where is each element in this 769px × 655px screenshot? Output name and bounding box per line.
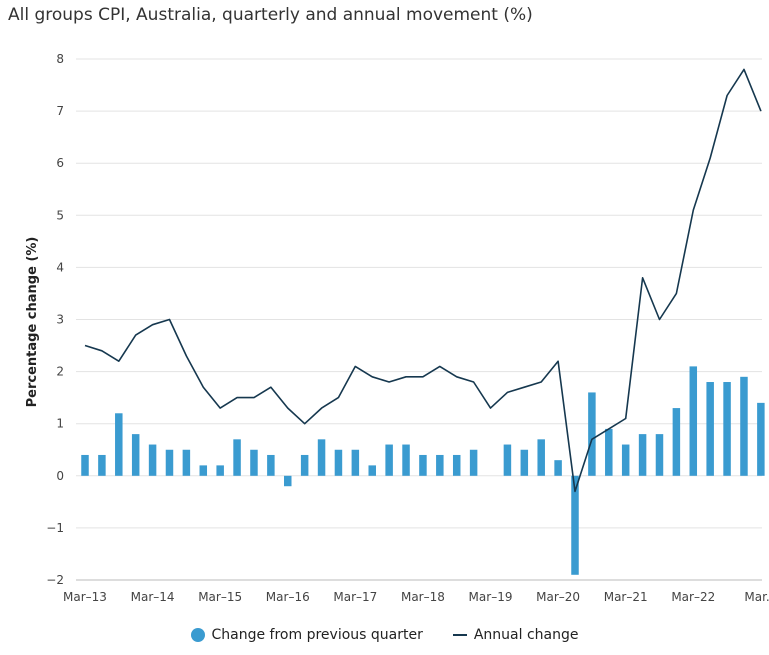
quarterly-bar[interactable]: [233, 439, 241, 476]
annual-line-group: [84, 68, 762, 493]
quarterly-bar[interactable]: [655, 434, 664, 476]
grid-lines: [76, 58, 762, 581]
legend-item-quarterly[interactable]: Change from previous quarter: [190, 627, 423, 643]
y-tick-label: 3: [56, 313, 64, 327]
legend-item-annual[interactable]: Annual change: [452, 627, 579, 643]
x-tick-label: Mar–17: [333, 590, 377, 604]
x-tick-label: Mar...: [744, 590, 769, 604]
quarterly-bar[interactable]: [571, 475, 579, 575]
quarterly-bar[interactable]: [621, 444, 630, 476]
y-tick-label: 6: [56, 156, 64, 170]
y-tick-label: 4: [56, 260, 64, 274]
quarterly-bar[interactable]: [284, 475, 292, 487]
quarterly-bar[interactable]: [165, 449, 174, 476]
quarterly-bar[interactable]: [334, 449, 343, 476]
quarterly-bar[interactable]: [689, 366, 698, 476]
y-axis-ticks: −2 −1 0 1 2 3 4 5 6 7 8: [46, 52, 64, 587]
y-tick-label: 8: [56, 52, 64, 66]
y-axis-label: Percentage change (%): [25, 237, 40, 408]
y-tick-label: 0: [56, 469, 64, 483]
y-tick-label: 7: [56, 104, 64, 118]
y-tick-label: −1: [46, 521, 64, 535]
quarterly-bars: [81, 366, 765, 575]
x-tick-label: Mar–14: [131, 590, 175, 604]
quarterly-bar[interactable]: [368, 465, 376, 476]
quarterly-bar[interactable]: [300, 454, 309, 476]
x-tick-label: Mar–19: [469, 590, 513, 604]
quarterly-bar[interactable]: [588, 392, 596, 476]
quarterly-bar[interactable]: [672, 408, 681, 476]
quarterly-bar[interactable]: [452, 454, 461, 476]
quarterly-bar[interactable]: [131, 434, 140, 476]
quarterly-bar[interactable]: [385, 444, 393, 476]
quarterly-bar[interactable]: [267, 454, 275, 476]
quarterly-bar[interactable]: [436, 454, 444, 476]
x-tick-label: Mar–22: [671, 590, 715, 604]
legend-label-quarterly: Change from previous quarter: [211, 627, 423, 643]
legend-bar-swatch: [190, 628, 205, 642]
quarterly-bar[interactable]: [605, 428, 613, 476]
x-tick-label: Mar–15: [198, 590, 242, 604]
quarterly-bar[interactable]: [216, 465, 224, 476]
quarterly-bar[interactable]: [419, 454, 427, 476]
quarterly-bar[interactable]: [115, 413, 123, 476]
legend-label-annual: Annual change: [473, 627, 579, 643]
y-tick-label: 2: [56, 365, 64, 379]
x-tick-label: Mar–16: [266, 590, 310, 604]
quarterly-bar[interactable]: [182, 449, 191, 476]
quarterly-bar[interactable]: [98, 454, 106, 476]
y-tick-label: 5: [56, 208, 64, 222]
quarterly-bar[interactable]: [469, 449, 478, 476]
quarterly-bar[interactable]: [723, 382, 731, 476]
quarterly-bar[interactable]: [81, 454, 89, 476]
quarterly-bar[interactable]: [757, 402, 765, 476]
quarterly-bar[interactable]: [317, 439, 326, 476]
x-tick-label: Mar–21: [604, 590, 648, 604]
legend-line-swatch: [452, 634, 467, 636]
y-tick-label: 1: [56, 417, 64, 431]
quarterly-bar[interactable]: [503, 444, 512, 476]
chart-title: All groups CPI, Australia, quarterly and…: [8, 5, 533, 25]
legend: Change from previous quarter Annual chan…: [0, 627, 769, 643]
x-axis-ticks: Mar–13 Mar–14 Mar–15 Mar–16 Mar–17 Mar–18 Mar–…: [63, 590, 769, 604]
quarterly-bar[interactable]: [402, 444, 410, 476]
y-tick-label: −2: [46, 573, 64, 587]
quarterly-bar[interactable]: [148, 444, 157, 476]
quarterly-bar[interactable]: [638, 434, 647, 476]
quarterly-bar[interactable]: [554, 460, 562, 476]
quarterly-bar[interactable]: [199, 465, 208, 476]
quarterly-bar[interactable]: [351, 449, 360, 476]
quarterly-bar[interactable]: [520, 449, 529, 476]
x-tick-label: Mar–20: [536, 590, 580, 604]
quarterly-bar[interactable]: [706, 382, 714, 476]
quarterly-bar[interactable]: [740, 376, 748, 476]
quarterly-bar[interactable]: [537, 439, 545, 476]
annual-change-line[interactable]: [84, 68, 762, 493]
quarterly-bar[interactable]: [250, 449, 258, 476]
x-tick-label: Mar–18: [401, 590, 445, 604]
x-tick-label: Mar–13: [63, 590, 107, 604]
